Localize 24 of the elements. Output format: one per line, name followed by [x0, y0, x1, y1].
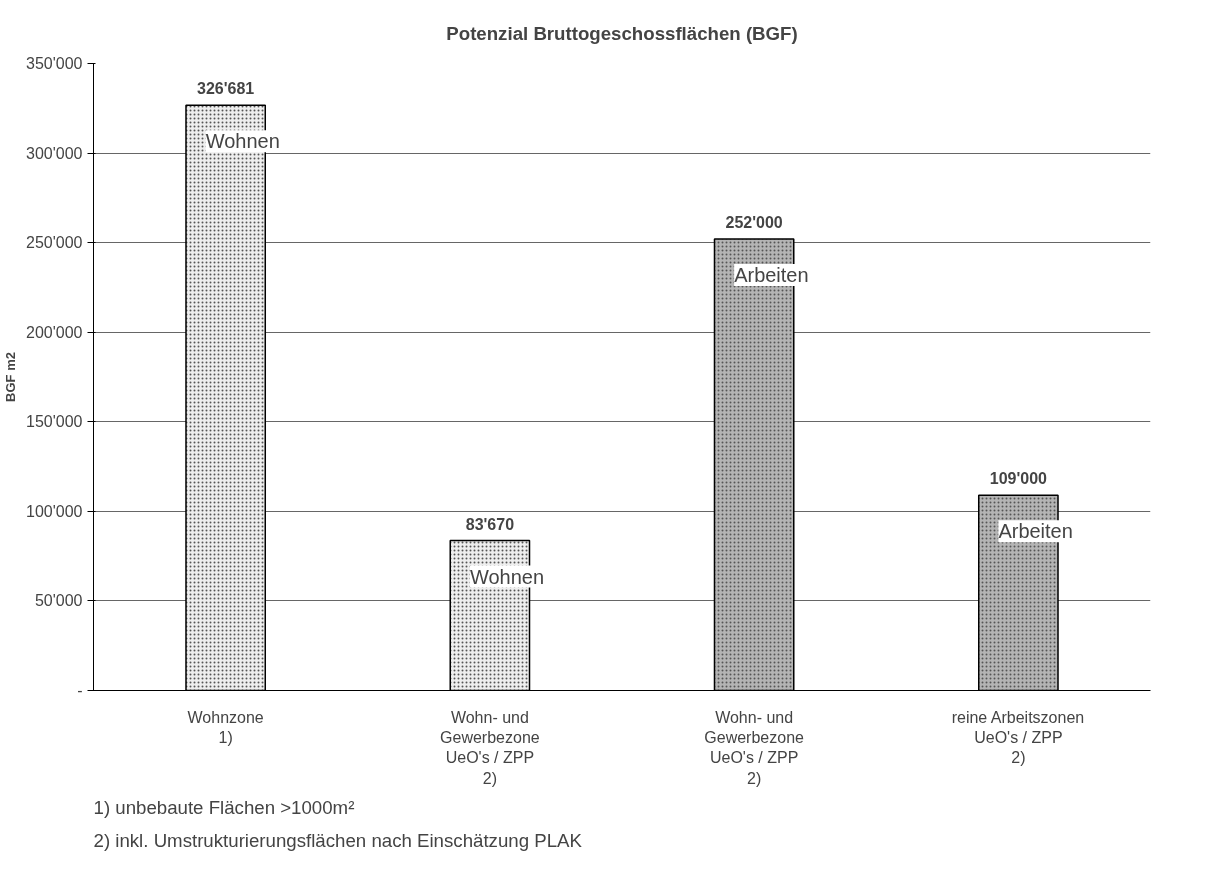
y-tick-label: 50'000 [34, 592, 83, 610]
x-tick-label: Wohnzone 1) [187, 708, 264, 746]
x-tick-label: Wohn- und Gewerbezone UeO's / ZPP 2) [440, 708, 540, 787]
x-tick-label: reine Arbeitszonen UeO's / ZPP 2) [951, 708, 1085, 767]
y-tick-label: 150'000 [26, 413, 83, 431]
annotation: Arbeiten [998, 520, 1073, 543]
y-tick-label: 350'000 [26, 55, 83, 72]
y-tick-label: 300'000 [26, 144, 83, 162]
y-tick-label: 250'000 [26, 234, 83, 252]
data-label: 83'670 [465, 515, 515, 533]
y-tick-label: - [77, 682, 83, 699]
data-label: 326'681 [197, 80, 255, 98]
text: 1) unbebaute Flächen >1000m² [93, 796, 355, 818]
y-tick-label: 200'000 [26, 323, 83, 341]
annotation: Wohnen [205, 130, 280, 153]
annotation: Wohnen [469, 565, 545, 588]
data-label: 109'000 [989, 470, 1048, 488]
y-tick-label: 100'000 [26, 502, 83, 520]
annotation: Arbeiten [734, 264, 809, 287]
text: 2) inkl. Umstrukturierungsflächen nach Einschätzung PLAK [93, 829, 583, 851]
chart-title: Potenzial Bruttogeschossflächen (BGF) [446, 22, 798, 44]
y-axis-title: BGF m2 [3, 352, 19, 402]
x-tick-label: Wohn- und Gewerbezone UeO's / ZPP 2) [704, 708, 805, 787]
data-label: 252'000 [725, 214, 783, 232]
